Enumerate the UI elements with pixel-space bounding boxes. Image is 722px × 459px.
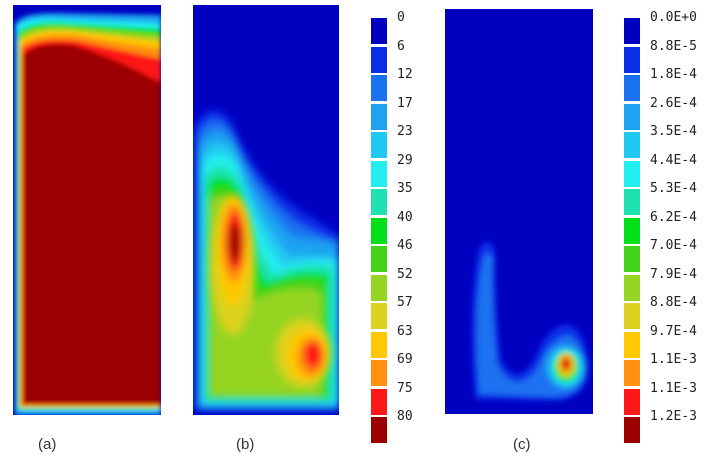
colorbar-tick-label: 1.2E-3 xyxy=(650,409,697,424)
colorbar-swatch xyxy=(624,75,640,101)
colorbar-tick-label: 1.1E-3 xyxy=(650,380,697,396)
colorbar-tick-label: 6 xyxy=(397,38,405,54)
colorbar-swatch xyxy=(624,46,640,73)
colorbar-swatch xyxy=(371,331,387,358)
colorbar-swatch xyxy=(371,160,387,187)
colorbar-tick-label: 2.6E-4 xyxy=(650,95,697,111)
colorbar-tick-label: 46 xyxy=(397,238,413,253)
colorbar-tick-label: 57 xyxy=(397,295,413,310)
colorbar-swatch xyxy=(624,18,640,44)
colorbar-tick-label: 17 xyxy=(397,95,413,111)
colorbar-swatch xyxy=(371,75,387,101)
contour-plot-b xyxy=(193,5,339,415)
colorbar-swatch xyxy=(624,160,640,187)
colorbar-swatch xyxy=(624,246,640,272)
colorbar-tick-label: 63 xyxy=(397,323,413,339)
contour-plot-a xyxy=(13,5,161,415)
colorbar-swatch xyxy=(624,331,640,358)
contour-field-c xyxy=(445,9,593,414)
colorbar-swatch xyxy=(624,274,640,301)
colorbar-tick-label: 80 xyxy=(397,409,413,424)
colorbar-tick-label: 7.9E-4 xyxy=(650,266,697,282)
colorbar-swatch xyxy=(624,103,640,130)
colorbar-tick-label: 6.2E-4 xyxy=(650,209,697,225)
colorbar-tick-label: 8.8E-5 xyxy=(650,38,697,54)
colorbar-swatch xyxy=(371,189,387,215)
colorbar-tick-label: 52 xyxy=(397,266,413,282)
colorbar-c: 0.0E+0 8.8E-5 1.8E-4 2.6E-4 3.5E-4 4.4E-4 5.3E… xyxy=(624,11,719,443)
colorbar-tick-label: 75 xyxy=(397,380,413,396)
colorbar-tick-label: 9.7E-4 xyxy=(650,323,697,339)
colorbar-tick-label: 7.0E-4 xyxy=(650,238,697,253)
colorbar-swatch xyxy=(624,132,640,158)
colorbar-swatch xyxy=(371,360,387,386)
contour-field-a xyxy=(13,5,161,415)
caption-b: (b) xyxy=(236,436,255,453)
colorbar-tick-label: 69 xyxy=(397,352,413,367)
colorbar-tick-label: 0.0E+0 xyxy=(650,10,697,25)
colorbar-tick-label: 1.8E-4 xyxy=(650,67,697,82)
colorbar-tick-label: 8.8E-4 xyxy=(650,295,697,310)
colorbar-tick-label: 5.3E-4 xyxy=(650,181,697,196)
colorbar-tick-label: 23 xyxy=(397,124,413,139)
colorbar-swatch xyxy=(371,217,387,244)
colorbar-swatch xyxy=(371,18,387,44)
caption-c: (c) xyxy=(513,436,531,453)
colorbar-swatch xyxy=(624,303,640,329)
colorbar-swatch xyxy=(624,417,640,443)
colorbar-swatch xyxy=(624,189,640,215)
colorbar-tick-label: 1.1E-3 xyxy=(650,352,697,367)
contour-plot-c xyxy=(445,9,593,414)
colorbar-swatch xyxy=(371,303,387,329)
colorbar-swatch xyxy=(371,46,387,73)
caption-a: (a) xyxy=(38,436,57,453)
colorbar-tick-label: 4.4E-4 xyxy=(650,152,697,168)
colorbar-tick-label: 0 xyxy=(397,10,405,25)
colorbar-swatch xyxy=(371,103,387,130)
colorbar-tick-label: 35 xyxy=(397,181,413,196)
colorbar-tick-label: 3.5E-4 xyxy=(650,124,697,139)
colorbar-swatch xyxy=(371,388,387,415)
colorbar-swatch xyxy=(371,274,387,301)
contour-field-b xyxy=(193,5,339,415)
colorbar-tick-label: 12 xyxy=(397,67,413,82)
colorbar-swatch xyxy=(624,360,640,386)
colorbar-swatch xyxy=(371,246,387,272)
colorbar-swatch xyxy=(371,417,387,443)
colorbar-b: 0 6 12 17 23 29 35 40 46 52 57 63 69 75 80 xyxy=(371,11,431,443)
colorbar-swatch xyxy=(371,132,387,158)
colorbar-tick-label: 29 xyxy=(397,152,413,168)
colorbar-swatch xyxy=(624,388,640,415)
colorbar-tick-label: 40 xyxy=(397,209,413,225)
colorbar-swatch xyxy=(624,217,640,244)
